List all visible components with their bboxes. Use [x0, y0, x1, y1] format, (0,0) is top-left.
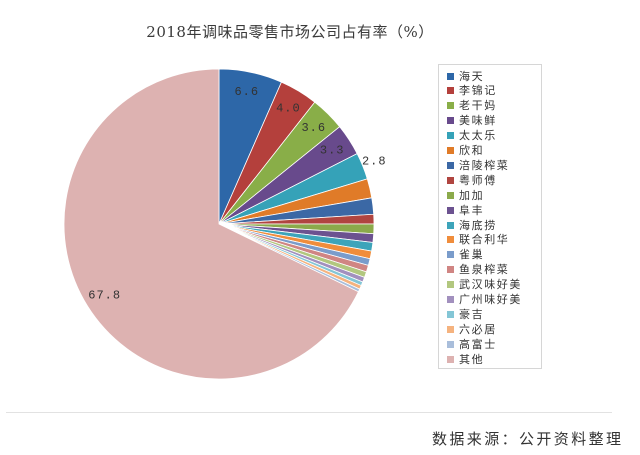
pie-slice-20 [63, 68, 359, 380]
legend-label: 鱼泉榨菜 [459, 263, 510, 277]
legend-label: 其他 [459, 352, 485, 366]
legend-label: 加加 [459, 188, 485, 202]
legend-swatch [447, 117, 454, 125]
legend-label: 粤师傅 [459, 173, 497, 187]
legend-item: 六必居 [447, 322, 497, 337]
legend-label: 高富士 [459, 337, 497, 351]
legend-item: 联合利华 [447, 232, 509, 247]
legend-label: 海天 [459, 69, 485, 83]
legend-swatch [447, 251, 454, 259]
legend-item: 其他 [447, 352, 484, 367]
legend-item: 海天 [447, 69, 484, 84]
legend-label: 雀巢 [459, 248, 485, 262]
data-label-20: 67.8 [88, 289, 121, 303]
legend-swatch [447, 340, 454, 348]
legend-label: 老干妈 [459, 99, 497, 113]
legend-swatch [447, 310, 454, 318]
legend-swatch [447, 281, 454, 289]
data-source-note: 数据来源：公开资料整理 [432, 430, 624, 448]
legend-item: 李锦记 [447, 83, 497, 98]
data-label-5: 2.8 [362, 154, 387, 168]
legend-label: 李锦记 [459, 84, 497, 98]
legend-item: 加加 [447, 188, 484, 203]
legend-swatch [447, 206, 454, 214]
legend-label: 欣和 [459, 144, 485, 157]
legend-swatch [447, 296, 454, 303]
legend-label: 涪陵榨菜 [459, 158, 510, 172]
legend-item: 涪陵榨菜 [447, 158, 509, 173]
legend-label: 美味鲜 [459, 114, 497, 128]
legend-swatch [447, 132, 454, 140]
legend-swatch [447, 87, 454, 95]
legend-item: 武汉味好美 [447, 277, 522, 292]
legend-item: 高富士 [447, 337, 497, 352]
legend-swatch [447, 266, 454, 274]
data-label-4: 3.3 [320, 144, 345, 158]
legend-swatch [447, 176, 454, 184]
legend: 海天 李锦记 老干妈 美味鲜 太太乐 欣和 涪陵榨菜 粤师傅 加加 阜丰 海底捞 联合利华 雀巢 鱼泉榨菜… [438, 64, 542, 369]
chart-frame-line [6, 412, 612, 413]
legend-item: 美味鲜 [447, 113, 497, 128]
legend-label: 广州味好美 [459, 293, 522, 306]
legend-swatch [447, 325, 454, 333]
legend-swatch [447, 161, 454, 169]
legend-item: 广州味好美 [447, 292, 522, 307]
legend-label: 武汉味好美 [459, 278, 522, 292]
legend-item: 欣和 [447, 143, 484, 158]
legend-swatch [447, 147, 454, 154]
legend-item: 粤师傅 [447, 173, 497, 188]
legend-item: 雀巢 [447, 247, 484, 262]
data-label-2: 4.0 [276, 101, 301, 115]
legend-swatch [447, 191, 454, 199]
legend-swatch [447, 221, 454, 229]
legend-label: 豪吉 [459, 307, 485, 321]
legend-label: 海底捞 [459, 218, 497, 232]
legend-item: 豪吉 [447, 307, 484, 322]
legend-label: 阜丰 [459, 203, 485, 217]
data-label-1: 6.6 [234, 85, 259, 99]
pie-data-labels: 6.6 4.03.6 3.3 2.8 67.8 [88, 85, 387, 303]
legend-item: 太太乐 [447, 128, 497, 143]
legend-label: 六必居 [459, 322, 497, 336]
legend-swatch [447, 355, 454, 363]
legend-swatch [447, 236, 454, 244]
legend-item: 鱼泉榨菜 [447, 262, 509, 277]
legend-item: 海底捞 [447, 218, 497, 233]
legend-label: 联合利华 [459, 233, 510, 247]
chart-title: 2018年调味品零售市场公司占有率（%） [146, 23, 434, 41]
pie-slices [63, 68, 375, 380]
legend-item: 老干妈 [447, 98, 497, 113]
legend-swatch [447, 102, 454, 110]
data-label-3: 3.6 [301, 121, 326, 135]
legend-label: 太太乐 [459, 129, 497, 143]
legend-swatch [447, 72, 454, 80]
legend-item: 阜丰 [447, 203, 484, 218]
